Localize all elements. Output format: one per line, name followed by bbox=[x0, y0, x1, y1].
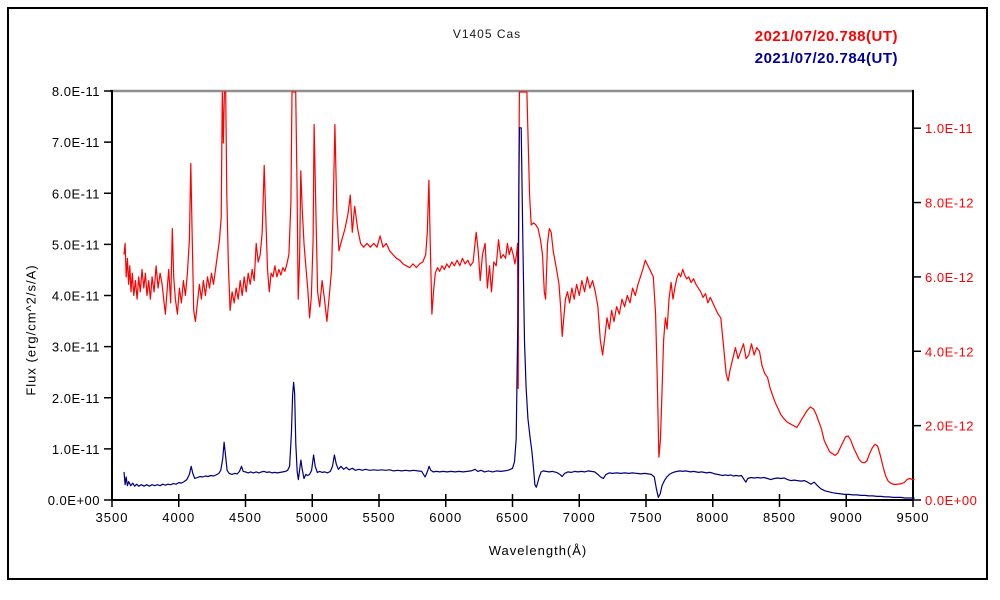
y-axis-left-tick-label: 3.0E-11 bbox=[52, 340, 100, 355]
y-axis-left-tick-label: 7.0E-11 bbox=[52, 135, 100, 150]
x-axis-tick-label: 5500 bbox=[363, 510, 396, 525]
spectrum-line-red bbox=[123, 91, 915, 485]
x-axis-tick-label: 9000 bbox=[830, 510, 863, 525]
x-axis-tick-label: 9500 bbox=[897, 510, 930, 525]
y-axis-left-tick-label: 0.0E+00 bbox=[48, 493, 100, 508]
y-axis-left-tick-label: 6.0E-11 bbox=[52, 186, 100, 201]
x-axis-tick-label: 4500 bbox=[229, 510, 262, 525]
legend-item-red: 2021/07/20.788(UT) bbox=[754, 28, 898, 45]
legend: 2021/07/20.788(UT) 2021/07/20.784(UT) bbox=[755, 26, 898, 70]
x-axis-tick-label: 7000 bbox=[563, 510, 596, 525]
y-axis-left-tick-label: 4.0E-11 bbox=[52, 289, 100, 304]
y-axis-right-tick-label: 0.0E+00 bbox=[925, 493, 977, 508]
x-axis-tick-label: 6000 bbox=[429, 510, 462, 525]
x-axis-tick-label: 7500 bbox=[630, 510, 663, 525]
y-axis-right-tick-label: 8.0E-12 bbox=[925, 196, 974, 211]
y-axis-right-tick-label: 2.0E-12 bbox=[925, 419, 974, 434]
x-axis-tick-label: 5000 bbox=[296, 510, 329, 525]
y-axis-right-tick-label: 4.0E-12 bbox=[925, 344, 974, 359]
chart-title: V1405 Cas bbox=[452, 27, 522, 41]
legend-item-blue: 2021/07/20.784(UT) bbox=[754, 50, 898, 67]
y-axis-left-tick-label: 2.0E-11 bbox=[52, 391, 100, 406]
y-axis-right-tick-label: 1.0E-11 bbox=[925, 121, 973, 136]
x-axis-tick-label: 3500 bbox=[96, 510, 129, 525]
x-axis-tick-label: 6500 bbox=[496, 510, 529, 525]
y-axis-left-tick-label: 5.0E-11 bbox=[52, 237, 100, 252]
x-axis-tick-label: 8000 bbox=[696, 510, 729, 525]
spectrum-line-blue bbox=[123, 127, 915, 499]
x-axis-tick-label: 4000 bbox=[162, 510, 195, 525]
y-axis-title: Flux (erg/cm^2/s/A) bbox=[23, 264, 39, 396]
y-axis-left-tick-label: 1.0E-11 bbox=[52, 442, 100, 457]
y-axis-right-tick-label: 6.0E-12 bbox=[925, 270, 974, 285]
x-axis-tick-label: 8500 bbox=[763, 510, 796, 525]
y-axis-left-tick-label: 8.0E-11 bbox=[52, 84, 100, 99]
x-axis-title: Wavelength(Å) bbox=[488, 543, 588, 558]
